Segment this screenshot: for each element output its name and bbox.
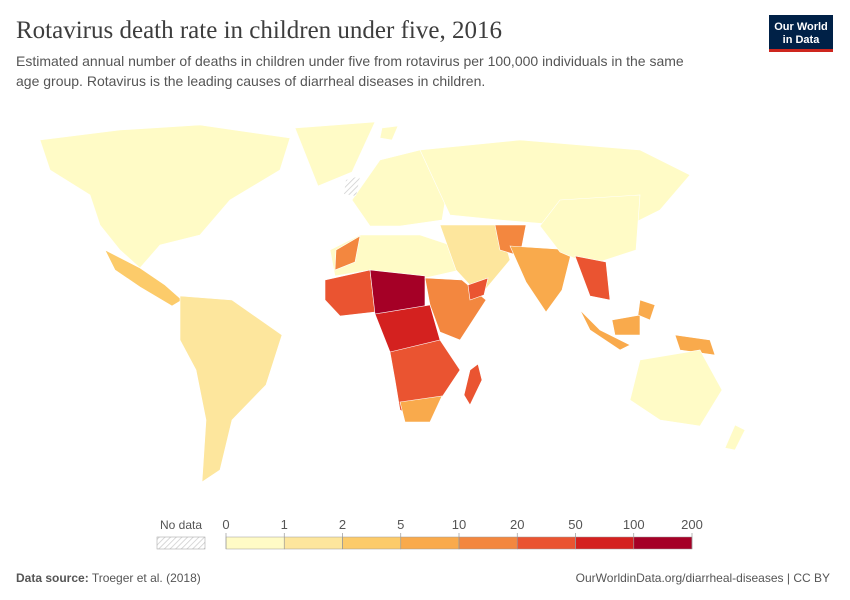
logo-box — [769, 15, 833, 51]
subtitle: Estimated annual number of deaths in chi… — [16, 53, 684, 69]
map — [39, 121, 746, 483]
legend-tick-label: 10 — [452, 517, 466, 532]
country-region[interactable] — [579, 309, 631, 351]
country-region[interactable] — [629, 349, 723, 427]
legend-bin — [633, 536, 693, 550]
title: Rotavirus death rate in children under f… — [16, 17, 502, 44]
legend: No data 0 1 2 5 10 20 50 100 200 — [156, 517, 703, 550]
legend-tick-label: 1 — [281, 517, 288, 532]
country-region[interactable] — [39, 124, 291, 269]
legend-bin — [284, 536, 343, 550]
no-data-label: No data — [160, 518, 202, 532]
legend-tick-label: 100 — [623, 517, 645, 532]
subtitle: age group. Rotavirus is the leading caus… — [16, 73, 485, 89]
legend-tick-label: 20 — [510, 517, 524, 532]
country-region[interactable] — [637, 299, 656, 321]
country-region[interactable] — [509, 245, 573, 313]
country-region[interactable] — [574, 255, 611, 301]
country-region[interactable] — [104, 249, 183, 307]
source: Data source: Troeger et al. (2018) — [16, 571, 201, 585]
legend-bin — [400, 536, 460, 550]
country-region[interactable] — [399, 395, 443, 423]
source-label: Data source: — [16, 571, 89, 585]
country-region[interactable] — [467, 277, 489, 301]
country-region[interactable] — [334, 235, 361, 271]
country-region[interactable] — [724, 424, 746, 451]
country-region[interactable] — [674, 334, 716, 356]
legend-bin — [575, 536, 634, 550]
legend-tick-label: 2 — [339, 517, 346, 532]
country-region[interactable] — [611, 314, 641, 336]
logo-bar — [769, 49, 833, 52]
legend-bin — [517, 536, 576, 550]
country-region[interactable] — [439, 224, 511, 297]
legend-tick-label: 50 — [568, 517, 582, 532]
no-data-swatch — [156, 536, 206, 550]
no-data-region — [344, 176, 360, 196]
legend-bin — [458, 536, 518, 550]
logo[interactable]: Our World in Data — [769, 15, 833, 52]
country-region[interactable] — [294, 121, 376, 187]
legend-tick-label: 200 — [681, 517, 703, 532]
footer-url[interactable]: OurWorldinData.org/diarrheal-diseases | … — [576, 571, 830, 585]
legend-bin — [342, 536, 401, 550]
logo-text: in Data — [783, 34, 821, 46]
country-region[interactable] — [324, 269, 376, 317]
legend-tick-label: 5 — [397, 517, 404, 532]
logo-text: Our World — [774, 21, 828, 33]
country-region[interactable] — [379, 125, 399, 141]
legend-bin — [225, 536, 285, 550]
legend-tick-label: 0 — [222, 517, 229, 532]
source-text: Troeger et al. (2018) — [92, 571, 201, 585]
country-region[interactable] — [463, 363, 483, 406]
country-region[interactable] — [179, 295, 283, 483]
